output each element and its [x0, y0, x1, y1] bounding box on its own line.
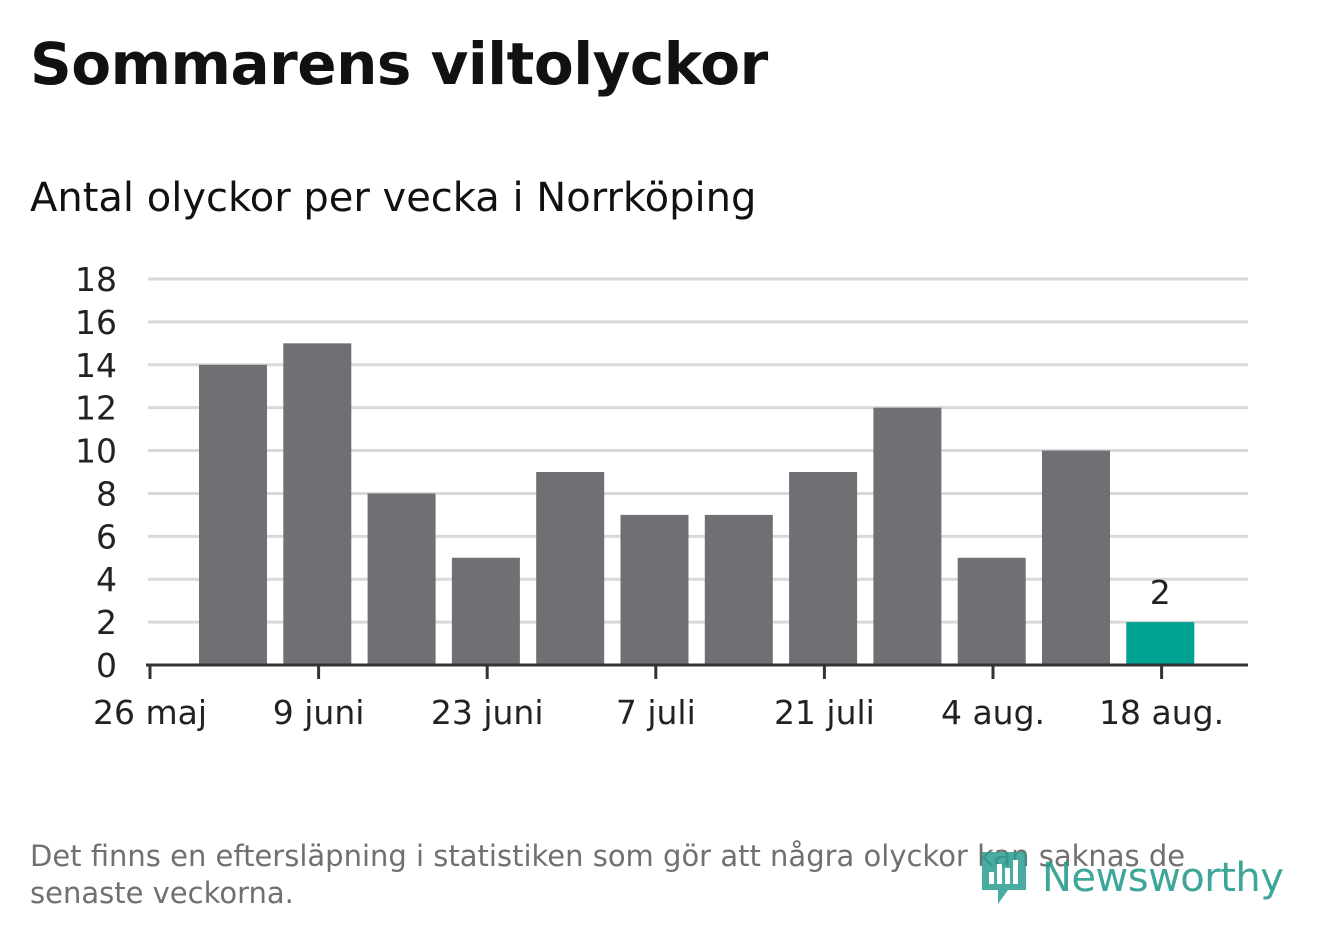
- chart-title: Sommarens viltolyckor: [30, 30, 768, 98]
- x-tick-label: 26 maj: [93, 693, 207, 732]
- y-tick-label: 0: [96, 646, 117, 685]
- y-tick-label: 8: [96, 474, 117, 513]
- bar: [367, 493, 436, 665]
- y-tick-label: 12: [75, 389, 117, 428]
- x-tick-label: 23 juni: [431, 693, 544, 732]
- bar: [704, 514, 773, 665]
- y-tick-label: 16: [75, 303, 117, 342]
- bar: [199, 364, 267, 665]
- bar: [451, 557, 520, 665]
- y-tick-label: 4: [96, 560, 117, 599]
- bar: [873, 407, 942, 665]
- bar: [957, 557, 1026, 665]
- chart-subtitle: Antal olyckor per vecka i Norrköping: [30, 175, 757, 221]
- data-labels: 2: [1150, 573, 1171, 612]
- y-tick-label: 14: [75, 346, 117, 385]
- x-tick-label: 4 aug.: [941, 693, 1045, 732]
- data-label: 2: [1150, 573, 1171, 612]
- brand-logo: Newsworthy: [978, 846, 1284, 910]
- bar: [283, 343, 352, 665]
- bar-chart: 0 2 4 6 810 12 14 16 18 26 maj 9 juni 23 juni 7 jul…: [75, 260, 1248, 732]
- bar: [620, 514, 689, 665]
- x-axis: [146, 663, 1248, 679]
- bar: [1126, 622, 1195, 665]
- x-tick-label: 7 juli: [616, 693, 696, 732]
- y-tick-label: 10: [75, 432, 117, 471]
- bars: [199, 343, 1195, 665]
- x-tick-label: 18 aug.: [1099, 693, 1224, 732]
- newsworthy-logo-icon: [982, 852, 1026, 904]
- bar: [1042, 450, 1110, 665]
- brand-name: Newsworthy: [1042, 855, 1284, 901]
- bar: [536, 472, 605, 665]
- y-tick-label: 18: [75, 260, 117, 299]
- bar: [789, 472, 858, 665]
- y-axis-tick-labels: 0 2 4 6 810 12 14 16 18: [75, 260, 117, 685]
- y-tick-label: 2: [96, 603, 117, 642]
- x-axis-tick-labels: 26 maj 9 juni 23 juni 7 juli 21 juli 4 aug. 18…: [93, 693, 1224, 732]
- y-tick-label: 6: [96, 517, 117, 556]
- x-tick-label: 21 juli: [774, 693, 875, 732]
- x-tick-label: 9 juni: [273, 693, 365, 732]
